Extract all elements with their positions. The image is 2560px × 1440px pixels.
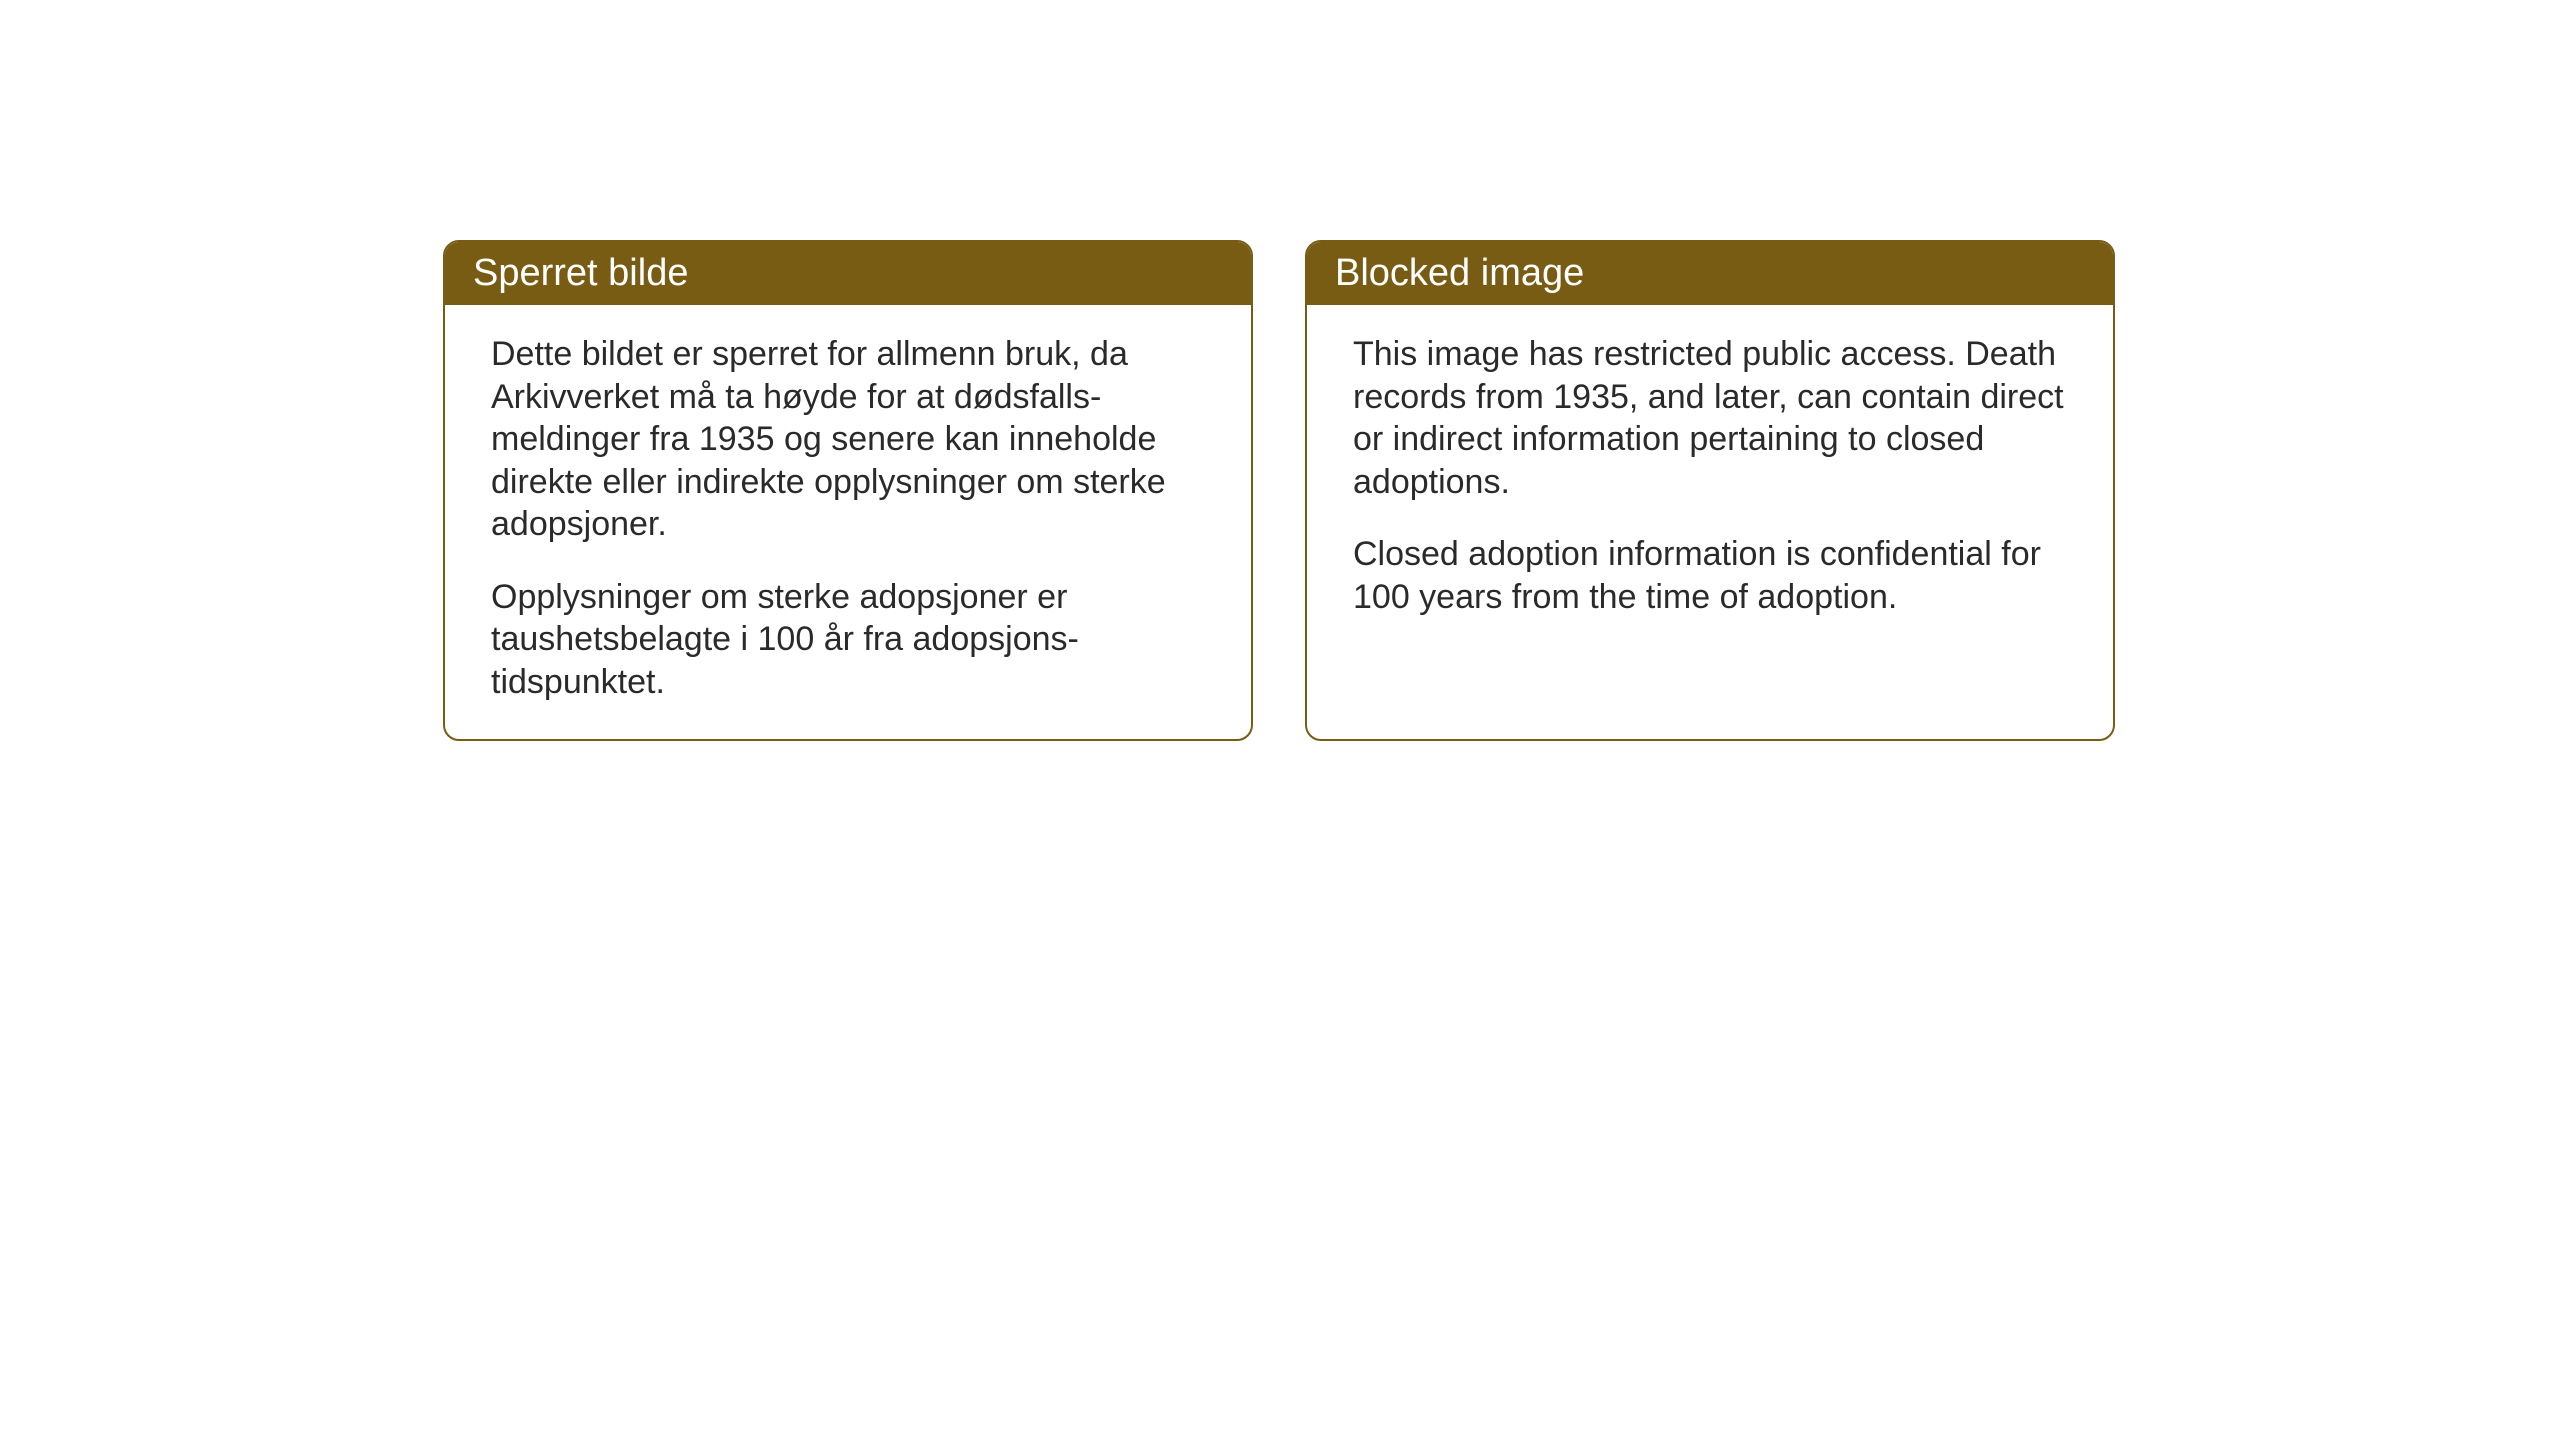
panel-norwegian-title: Sperret bilde	[473, 252, 688, 294]
panel-norwegian: Sperret bilde Dette bildet er sperret fo…	[443, 240, 1253, 741]
panel-english: Blocked image This image has restricted …	[1305, 240, 2115, 741]
panel-english-header: Blocked image	[1307, 242, 2113, 305]
panel-norwegian-body: Dette bildet er sperret for allmenn bruk…	[445, 305, 1251, 739]
panel-english-title: Blocked image	[1335, 252, 1584, 294]
panel-norwegian-paragraph2: Opplysninger om sterke adopsjoner er tau…	[491, 576, 1205, 704]
panel-norwegian-paragraph1: Dette bildet er sperret for allmenn bruk…	[491, 333, 1205, 546]
panel-norwegian-header: Sperret bilde	[445, 242, 1251, 305]
notice-container: Sperret bilde Dette bildet er sperret fo…	[443, 240, 2115, 741]
panel-english-body: This image has restricted public access.…	[1307, 305, 2113, 698]
panel-english-paragraph2: Closed adoption information is confident…	[1353, 533, 2067, 618]
panel-english-paragraph1: This image has restricted public access.…	[1353, 333, 2067, 503]
